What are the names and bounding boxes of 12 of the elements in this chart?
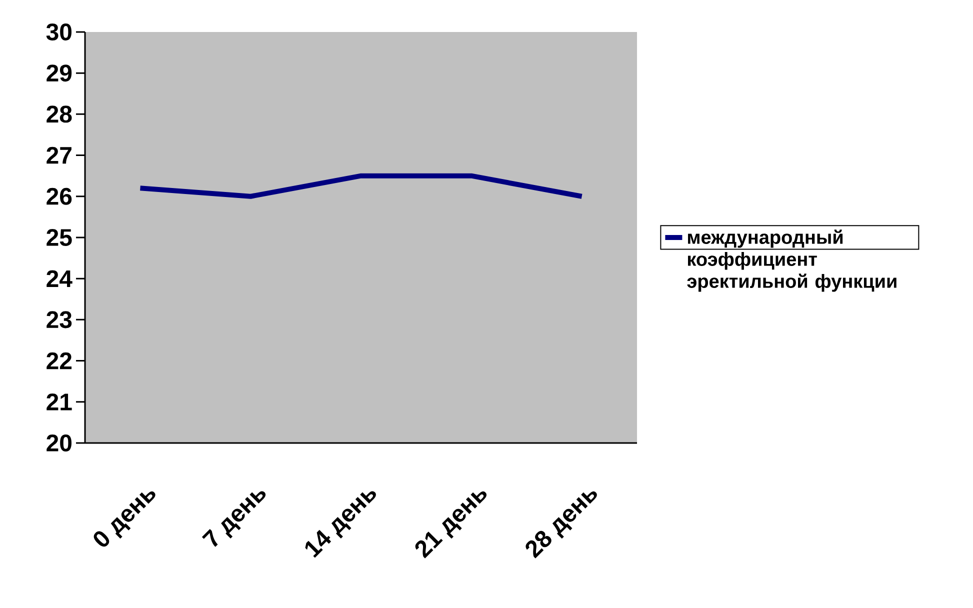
y-tick-label: 23 <box>46 311 72 328</box>
y-tick-label: 21 <box>46 394 72 410</box>
legend-label: международный коэффициент эректильной функции <box>687 230 896 292</box>
y-tick-label: 22 <box>46 352 72 370</box>
y-tick-label: 27 <box>46 146 72 164</box>
y-tick-label: 24 <box>46 270 72 287</box>
y-tick-label: 28 <box>46 106 72 123</box>
y-tick-label: 29 <box>46 64 72 82</box>
y-tick-label: 30 <box>46 23 72 40</box>
y-tick-label: 20 <box>46 434 72 452</box>
y-tick-label: 26 <box>46 188 72 205</box>
y-tick-label: 25 <box>46 228 72 246</box>
